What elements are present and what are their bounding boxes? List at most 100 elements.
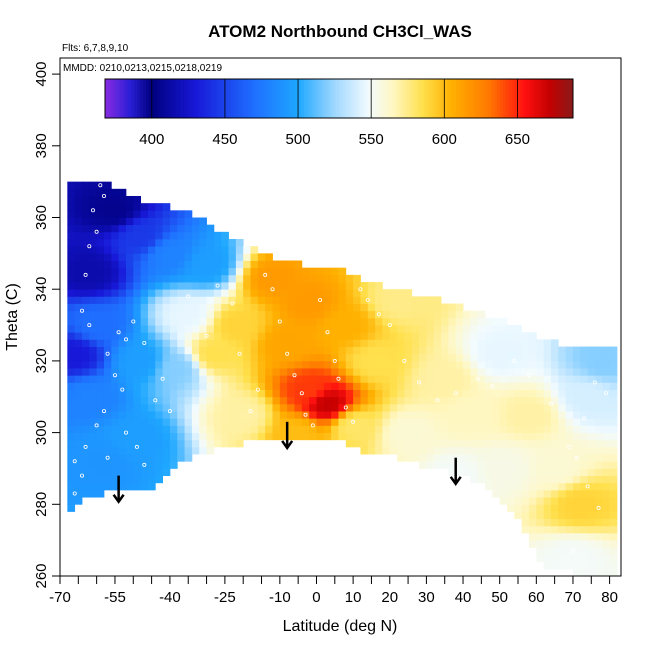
heatmap-cell <box>133 468 142 477</box>
heatmap-cell <box>235 346 244 355</box>
heatmap-cell <box>103 375 112 383</box>
heatmap-cell <box>155 217 163 226</box>
heatmap-cell <box>455 317 464 326</box>
heatmap-cell <box>74 260 83 269</box>
heatmap-cell <box>257 267 266 276</box>
heatmap-cell <box>521 339 530 347</box>
heatmap-cell <box>397 353 405 362</box>
heatmap-cell <box>367 310 376 319</box>
heatmap-cell <box>485 368 493 376</box>
heatmap-cell <box>257 411 266 419</box>
heatmap-cell <box>360 425 369 433</box>
heatmap-cell <box>426 425 435 433</box>
heatmap-cell <box>594 375 603 383</box>
arrows <box>112 421 462 504</box>
sample-point <box>325 330 330 335</box>
heatmap-cell <box>543 489 552 498</box>
heatmap-cell <box>118 461 127 469</box>
heatmap-cell <box>499 454 508 462</box>
heatmap-cell <box>184 325 193 333</box>
heatmap-cell <box>125 468 134 477</box>
heatmap-cell <box>133 454 142 462</box>
heatmap-cell <box>228 253 237 261</box>
heatmap-cell <box>133 475 142 484</box>
heatmap-cell <box>81 260 90 269</box>
heatmap-cell <box>441 360 449 369</box>
heatmap-cell <box>323 396 332 405</box>
heatmap-cell <box>206 418 215 426</box>
heatmap-cell <box>228 332 237 340</box>
heatmap-cell <box>103 446 112 455</box>
heatmap-cell <box>455 468 464 477</box>
heatmap-cell <box>177 210 185 218</box>
heatmap-cell <box>448 446 457 455</box>
heatmap-cell <box>279 411 288 419</box>
heatmap-cell <box>499 475 508 484</box>
colorbar-segment <box>107 79 112 118</box>
heatmap-cell <box>492 382 501 390</box>
heatmap-cell <box>294 346 303 355</box>
heatmap-cell <box>323 425 332 433</box>
x-axis: -70 -55 -40 -25 -10 0 10 20 30 40 50 60 70 80 <box>49 576 618 606</box>
heatmap-cell <box>155 296 163 304</box>
heatmap-cell <box>243 274 251 283</box>
heatmap-cell <box>514 454 523 462</box>
heatmap-cell <box>250 396 259 405</box>
heatmap-cell <box>499 353 508 362</box>
heatmap-cell <box>492 375 501 383</box>
heatmap-cell <box>272 425 281 433</box>
colorbar-tick-label: 600 <box>432 131 457 148</box>
heatmap-cell <box>155 446 163 455</box>
heatmap-cell <box>404 360 413 369</box>
heatmap-cell <box>411 432 420 441</box>
heatmap-cell <box>147 389 156 398</box>
colorbar-segment <box>368 79 372 118</box>
heatmap-cell <box>309 411 317 419</box>
heatmap-cell <box>140 439 149 448</box>
sample-point <box>490 383 495 388</box>
heatmap-cell <box>67 325 76 333</box>
heatmap-cell <box>155 411 163 419</box>
heatmap-cell <box>426 339 435 347</box>
heatmap-cell <box>492 454 501 462</box>
heatmap-cell <box>550 389 559 398</box>
heatmap-cell <box>558 561 567 570</box>
heatmap-cell <box>155 368 163 376</box>
heatmap-cell <box>103 396 112 405</box>
heatmap-cell <box>389 303 398 312</box>
heatmap-cell <box>331 325 339 333</box>
heatmap-cell <box>279 375 288 383</box>
heatmap-cell <box>67 260 76 269</box>
heatmap-cell <box>536 346 545 355</box>
heatmap-cell <box>184 375 193 383</box>
heatmap-cell <box>118 224 127 233</box>
heatmap-cell <box>67 203 76 211</box>
colorbar-segment <box>377 79 381 118</box>
heatmap-cell <box>463 368 471 376</box>
heatmap-cell <box>433 382 442 390</box>
heatmap-cell <box>162 231 171 240</box>
heatmap-cell <box>199 267 207 276</box>
heatmap-cell <box>580 418 589 426</box>
heatmap-cell <box>74 217 83 226</box>
heatmap-cell <box>111 411 120 419</box>
heatmap-cell <box>103 389 112 398</box>
colorbar-segment <box>496 79 501 118</box>
heatmap-cell <box>221 339 229 347</box>
sample-point <box>596 505 601 510</box>
heatmap-cell <box>521 518 530 527</box>
heatmap-cell <box>536 360 545 369</box>
colorbar-segment <box>488 79 492 118</box>
heatmap-cell <box>492 411 501 419</box>
heatmap-cell <box>118 303 127 312</box>
heatmap-cell <box>250 282 259 290</box>
heatmap-cell <box>89 396 98 405</box>
heatmap-cell <box>111 310 120 319</box>
heatmap-cell <box>360 332 369 340</box>
heatmap-cell <box>309 382 317 390</box>
heatmap-cell <box>572 425 581 433</box>
colorbar-segment <box>546 79 550 118</box>
heatmap-cell <box>367 446 376 455</box>
colorbar-segment <box>415 79 419 118</box>
heatmap-cell <box>250 389 259 398</box>
